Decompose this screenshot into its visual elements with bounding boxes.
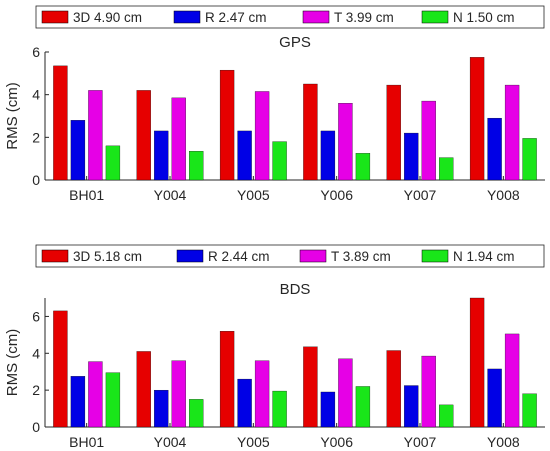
bar-n-y004 <box>189 399 204 428</box>
y-tick-label: 4 <box>32 87 40 103</box>
x-tick-label: Y006 <box>320 434 353 450</box>
chart-bds: 3D 5.18 cm R 2.44 cm T 3.89 cm N 1.94 cm 0 2 4… <box>4 244 545 450</box>
bar-n-y007 <box>439 404 454 428</box>
bar-n-y004 <box>189 151 204 181</box>
bar-t-y007 <box>421 100 436 181</box>
axes: 0 2 4 6 BH01 Y004 Y005 Y006 Y007 Y008 <box>32 298 545 450</box>
bar-3d-bh01 <box>53 310 68 428</box>
bar-t-y005 <box>254 360 270 428</box>
y-tick-label: 0 <box>32 172 40 188</box>
x-tick-label: BH01 <box>69 187 104 203</box>
legend: 3D 5.18 cm R 2.44 cm T 3.89 cm N 1.94 cm <box>35 244 545 268</box>
y-tick-label: 6 <box>32 308 40 324</box>
legend-label-3d: 3D 5.18 cm <box>73 249 142 264</box>
bar-n-y005 <box>272 390 287 428</box>
bar-t-y008 <box>504 333 520 428</box>
legend-label-t: T 3.89 cm <box>331 249 391 264</box>
bar-t-y007 <box>421 355 436 428</box>
bar-n-y007 <box>439 157 454 181</box>
x-tick-label: Y005 <box>237 434 270 450</box>
bar-3d-y004 <box>136 351 151 428</box>
bar-r-y007 <box>404 132 419 181</box>
bar-n-y008 <box>522 138 537 181</box>
x-tick-label: Y005 <box>237 187 270 203</box>
legend-swatch-t <box>299 249 327 263</box>
legend-label-n: N 1.50 cm <box>453 10 515 25</box>
chart-title: BDS <box>280 281 311 298</box>
axes: 0 2 4 6 BH01 Y004 Y005 Y006 Y007 Y008 <box>32 44 545 203</box>
legend-swatch-r <box>176 249 204 263</box>
bar-r-y004 <box>154 130 169 181</box>
bar-t-bh01 <box>88 361 103 428</box>
bar-t-y006 <box>338 103 353 181</box>
legend-label-3d: 3D 4.90 cm <box>73 10 142 25</box>
bar-3d-y006 <box>303 83 318 181</box>
bar-r-y006 <box>320 130 336 181</box>
bar-3d-y008 <box>469 297 485 428</box>
bar-3d-y005 <box>219 69 235 181</box>
bar-t-y005 <box>254 91 270 181</box>
x-tick-label: BH01 <box>69 434 104 450</box>
bar-3d-y006 <box>303 346 318 428</box>
bar-3d-y008 <box>469 57 485 181</box>
x-tick-label: Y008 <box>487 434 520 450</box>
legend-swatch-t <box>302 10 330 24</box>
y-tick-label: 2 <box>32 129 40 145</box>
bar-3d-y005 <box>219 331 235 428</box>
legend-label-r: R 2.47 cm <box>205 10 267 25</box>
bar-r-y008 <box>487 117 502 181</box>
bar-t-y006 <box>338 358 353 428</box>
legend-label-t: T 3.99 cm <box>334 10 394 25</box>
bar-n-bh01 <box>105 145 121 181</box>
bar-3d-y007 <box>386 84 401 181</box>
bar-r-y004 <box>154 389 169 428</box>
legend-label-n: N 1.94 cm <box>453 249 515 264</box>
x-tick-label: Y007 <box>404 434 437 450</box>
bar-r-y005 <box>237 378 252 428</box>
bar-n-y005 <box>272 141 287 181</box>
x-tick-label: Y008 <box>487 187 520 203</box>
bar-t-y008 <box>504 84 520 181</box>
bars <box>53 297 537 428</box>
x-tick-label: Y007 <box>404 187 437 203</box>
legend-swatch-n <box>421 249 449 263</box>
bar-r-y008 <box>487 368 502 428</box>
bar-3d-y004 <box>136 90 151 181</box>
bar-r-bh01 <box>70 376 86 428</box>
bar-t-y004 <box>171 97 186 181</box>
legend-swatch-n <box>421 10 449 24</box>
bar-r-y006 <box>320 391 336 428</box>
x-tick-label: Y004 <box>154 187 187 203</box>
y-axis-label: RMS (cm) <box>4 329 21 397</box>
bar-n-y006 <box>355 153 371 181</box>
y-tick-label: 0 <box>32 419 40 435</box>
bars <box>53 57 537 181</box>
bar-n-y008 <box>522 393 537 428</box>
bar-n-y006 <box>355 386 371 428</box>
legend: 3D 4.90 cm R 2.47 cm T 3.99 cm N 1.50 cm <box>35 5 545 29</box>
x-tick-label: Y006 <box>320 187 353 203</box>
legend-box <box>35 244 545 268</box>
chart-title: GPS <box>279 34 311 51</box>
legend-swatch-3d <box>41 249 69 263</box>
x-tick-label: Y004 <box>154 434 187 450</box>
y-tick-label: 4 <box>32 345 40 361</box>
bar-t-y004 <box>171 360 186 428</box>
chart-gps: 3D 4.90 cm R 2.47 cm T 3.99 cm N 1.50 cm 0 2 4… <box>4 5 545 203</box>
y-tick-label: 2 <box>32 382 40 398</box>
bar-n-bh01 <box>105 372 121 428</box>
bar-r-y005 <box>237 130 252 181</box>
legend-swatch-r <box>173 10 201 24</box>
bar-3d-bh01 <box>53 65 68 181</box>
legend-box <box>35 5 545 29</box>
bar-3d-y007 <box>386 350 401 428</box>
y-tick-label: 6 <box>32 44 40 60</box>
bar-t-bh01 <box>88 90 103 181</box>
bar-r-y007 <box>404 385 419 428</box>
y-axis-label: RMS (cm) <box>4 82 21 150</box>
bar-r-bh01 <box>70 120 86 181</box>
legend-swatch-3d <box>41 10 69 24</box>
legend-label-r: R 2.44 cm <box>208 249 270 264</box>
